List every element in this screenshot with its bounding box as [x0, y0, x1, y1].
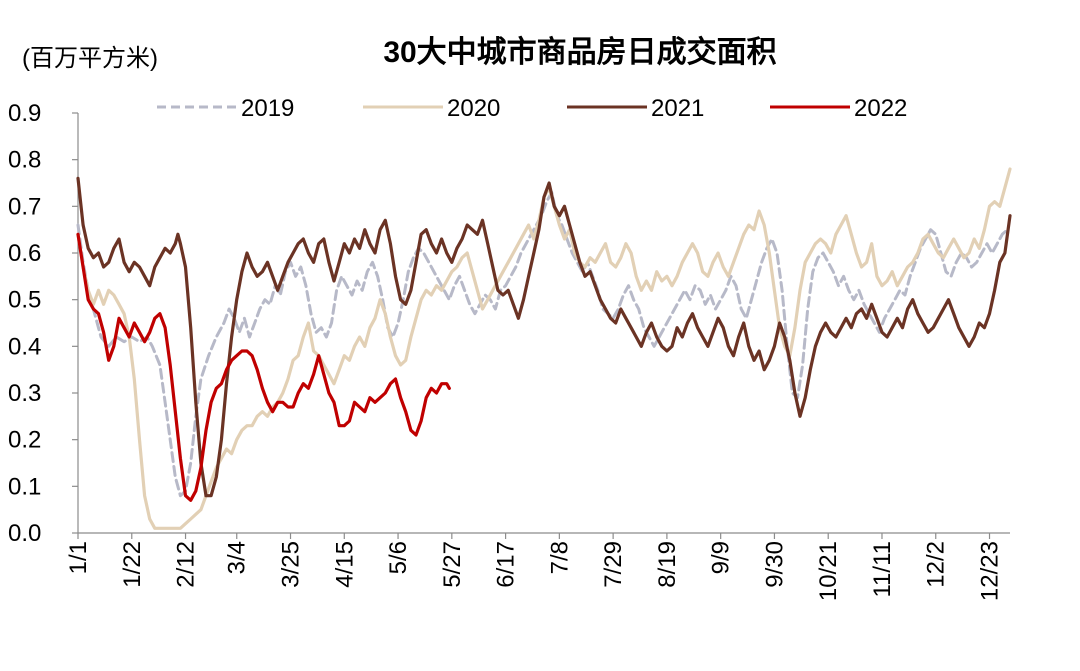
x-tick-label: 1/1 — [65, 541, 92, 574]
x-tick-label: 6/17 — [493, 541, 520, 588]
legend-label-2021: 2021 — [651, 95, 704, 122]
y-tick-label: 0.3 — [8, 380, 41, 407]
legend: 2019 2020 2021 2022 — [157, 95, 907, 122]
x-tick-label: 1/22 — [119, 541, 146, 588]
y-tick-label: 0.9 — [8, 100, 41, 127]
x-tick-label: 8/19 — [654, 541, 681, 588]
x-tick-label: 5/27 — [439, 541, 466, 588]
x-tick-label: 3/4 — [224, 541, 251, 574]
x-tick-label: 3/25 — [278, 541, 305, 588]
y-axis: 0.0 0.1 0.2 0.3 0.4 0.5 0.6 0.7 0.8 0.9 — [8, 100, 79, 547]
x-tick-label: 7/29 — [600, 541, 627, 588]
x-tick-label: 7/8 — [546, 541, 573, 574]
x-tick-label: 12/2 — [923, 541, 950, 588]
y-tick-label: 0.8 — [8, 147, 41, 174]
y-tick-label: 0.5 — [8, 287, 41, 314]
legend-label-2020: 2020 — [447, 95, 500, 122]
y-tick-label: 0.6 — [8, 240, 41, 267]
y-tick-label: 0.0 — [8, 520, 41, 547]
x-tick-label: 11/11 — [869, 541, 896, 598]
legend-label-2022: 2022 — [854, 95, 907, 122]
x-tick-label: 4/15 — [331, 541, 358, 588]
series-line-2021 — [76, 176, 1012, 498]
x-tick-label: 9/9 — [708, 541, 735, 574]
y-tick-label: 0.2 — [8, 427, 41, 454]
x-tick-label: 10/21 — [815, 541, 842, 601]
y-tick-label: 0.7 — [8, 193, 41, 220]
x-axis: 1/1 1/22 2/12 3/4 3/25 4/15 5/6 5/27 6/17 7/8 7/29… — [65, 532, 1010, 601]
series-layer — [76, 167, 1012, 530]
x-tick-label: 12/23 — [977, 541, 1004, 601]
x-tick-label: 9/30 — [761, 541, 788, 588]
chart-title: 30大中城市商品房日成交面积 — [383, 35, 776, 69]
y-axis-unit-label: (百万平方米) — [22, 45, 158, 72]
x-tick-label: 5/6 — [385, 541, 412, 574]
legend-label-2019: 2019 — [241, 95, 294, 122]
y-tick-label: 0.4 — [8, 333, 41, 360]
series-line-2019 — [76, 190, 1009, 498]
series-line-2022 — [76, 232, 451, 502]
x-tick-label: 2/12 — [173, 541, 200, 588]
y-tick-label: 0.1 — [8, 473, 41, 500]
